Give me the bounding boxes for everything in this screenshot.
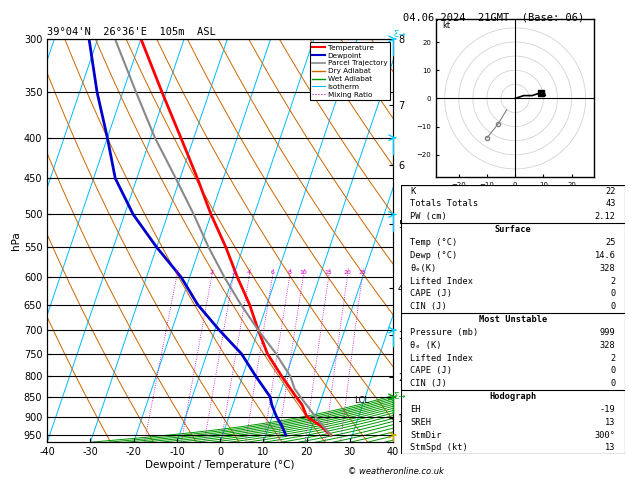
Text: Ƹ→: Ƹ→: [393, 30, 406, 38]
Text: 15: 15: [325, 270, 333, 275]
X-axis label: Dewpoint / Temperature (°C): Dewpoint / Temperature (°C): [145, 460, 295, 470]
FancyBboxPatch shape: [401, 185, 625, 454]
Y-axis label: km
ASL: km ASL: [407, 231, 428, 250]
Text: Lifted Index: Lifted Index: [410, 277, 473, 285]
Text: 0: 0: [610, 302, 616, 311]
Text: CIN (J): CIN (J): [410, 302, 447, 311]
Text: 300°: 300°: [594, 431, 616, 440]
Text: θₑ (K): θₑ (K): [410, 341, 442, 350]
Text: 2: 2: [610, 354, 616, 363]
Text: Dewp (°C): Dewp (°C): [410, 251, 457, 260]
Text: Lifted Index: Lifted Index: [410, 354, 473, 363]
Text: 1: 1: [175, 270, 179, 275]
Text: EH: EH: [410, 405, 421, 414]
Text: 43: 43: [605, 199, 616, 208]
Text: 2.12: 2.12: [594, 212, 616, 221]
Text: SREH: SREH: [410, 418, 431, 427]
Text: CAPE (J): CAPE (J): [410, 366, 452, 375]
Text: 0: 0: [610, 366, 616, 375]
Text: 8: 8: [287, 270, 291, 275]
Text: Hodograph: Hodograph: [489, 392, 537, 401]
Y-axis label: hPa: hPa: [11, 231, 21, 250]
Text: Most Unstable: Most Unstable: [479, 315, 547, 324]
Text: θₑ(K): θₑ(K): [410, 264, 437, 273]
Text: -19: -19: [600, 405, 616, 414]
Text: 10: 10: [299, 270, 307, 275]
Text: 25: 25: [605, 238, 616, 247]
Text: 22: 22: [605, 187, 616, 195]
Text: LCL: LCL: [354, 396, 369, 404]
Text: 13: 13: [605, 418, 616, 427]
Text: Pressure (mb): Pressure (mb): [410, 328, 479, 337]
Text: 2: 2: [209, 270, 214, 275]
Text: 39°04'N  26°36'E  105m  ASL: 39°04'N 26°36'E 105m ASL: [47, 27, 216, 37]
Text: 0: 0: [610, 379, 616, 388]
Text: 328: 328: [600, 341, 616, 350]
Text: © weatheronline.co.uk: © weatheronline.co.uk: [348, 467, 444, 476]
Legend: Temperature, Dewpoint, Parcel Trajectory, Dry Adiabat, Wet Adiabat, Isotherm, Mi: Temperature, Dewpoint, Parcel Trajectory…: [309, 42, 389, 100]
Text: 13: 13: [605, 444, 616, 452]
Text: 14.6: 14.6: [594, 251, 616, 260]
Text: PW (cm): PW (cm): [410, 212, 447, 221]
Text: 3: 3: [231, 270, 235, 275]
Text: kt: kt: [442, 21, 450, 30]
Text: Surface: Surface: [494, 225, 532, 234]
Text: Totals Totals: Totals Totals: [410, 199, 479, 208]
Text: Ƹ→: Ƹ→: [393, 392, 406, 401]
Text: CIN (J): CIN (J): [410, 379, 447, 388]
Text: 328: 328: [600, 264, 616, 273]
Text: K: K: [410, 187, 416, 195]
Text: 0: 0: [610, 289, 616, 298]
Text: 25: 25: [359, 270, 366, 275]
Text: CAPE (J): CAPE (J): [410, 289, 452, 298]
Text: StmSpd (kt): StmSpd (kt): [410, 444, 468, 452]
Text: StmDir: StmDir: [410, 431, 442, 440]
Text: 999: 999: [600, 328, 616, 337]
Text: Temp (°C): Temp (°C): [410, 238, 457, 247]
Text: 20: 20: [343, 270, 351, 275]
Text: 2: 2: [610, 277, 616, 285]
Text: 6: 6: [270, 270, 274, 275]
Text: 4: 4: [247, 270, 251, 275]
Text: 04.06.2024  21GMT  (Base: 06): 04.06.2024 21GMT (Base: 06): [403, 12, 584, 22]
